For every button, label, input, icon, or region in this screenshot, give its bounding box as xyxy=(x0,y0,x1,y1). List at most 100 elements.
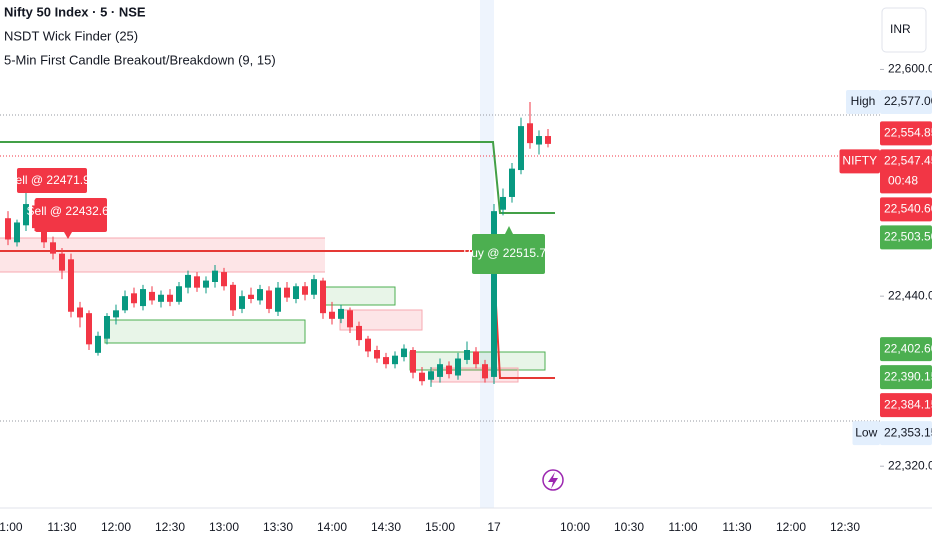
price-label-box xyxy=(880,421,932,446)
wick-zone xyxy=(339,309,423,331)
y-tick-label: 22,440.00 xyxy=(888,288,932,302)
buy-text: Buy @ 22515.70 xyxy=(463,246,553,260)
candle-body xyxy=(482,364,488,379)
candle-body xyxy=(428,371,434,380)
candle-body xyxy=(374,350,380,359)
currency-button[interactable] xyxy=(881,7,927,53)
axis-labels: 22,600.00 22,440.00 22,320.00 11:00 11:30 12:… xyxy=(0,62,932,534)
candle-body xyxy=(275,287,281,312)
candle-body xyxy=(77,307,83,318)
candle-body xyxy=(149,291,155,301)
x-tick-label: 12:00 xyxy=(101,520,131,534)
candle-body xyxy=(284,287,290,298)
candle-body xyxy=(464,350,470,360)
price-label-box xyxy=(880,225,932,250)
price-label: 22,353.15 xyxy=(884,425,932,439)
price-label: 22,390.15 xyxy=(884,369,932,383)
price-tag: NIFTY xyxy=(842,154,877,168)
wick-zone xyxy=(104,319,306,344)
x-tick-label: 15:00 xyxy=(425,520,455,534)
x-tick-label: 11:30 xyxy=(47,520,76,534)
y-tick-label: 22,320.00 xyxy=(888,458,932,472)
price-tag: High xyxy=(851,94,876,108)
indicator-drawings xyxy=(0,114,880,422)
x-tick-label: 12:30 xyxy=(155,520,185,534)
sell-label xyxy=(35,198,107,232)
sell-pointer xyxy=(64,232,72,239)
x-tick-label: 17 xyxy=(487,520,501,534)
price-label-box xyxy=(880,90,932,115)
candle-body xyxy=(410,350,416,373)
candle-body xyxy=(437,364,443,377)
price-tag-box xyxy=(852,421,880,446)
candle-body xyxy=(122,296,128,311)
candle-body xyxy=(230,284,236,311)
wick-zone xyxy=(431,367,519,383)
candle-body xyxy=(212,270,218,282)
x-tick-label: 11:00 xyxy=(668,520,697,534)
price-label: 22,547.45 xyxy=(884,154,932,168)
alert-bolt[interactable] xyxy=(548,472,558,489)
x-tick-label: 14:30 xyxy=(371,520,401,534)
breakdown-zone xyxy=(0,238,325,272)
sell-text: Sell @ 22471.90 xyxy=(8,173,97,187)
candle-body xyxy=(455,358,461,376)
buy-label xyxy=(472,234,545,274)
candle-body xyxy=(140,289,146,307)
x-tick-label: 12:30 xyxy=(830,520,860,534)
price-label-box xyxy=(880,393,932,418)
candle-body xyxy=(338,308,344,319)
candle-body xyxy=(500,196,506,210)
candle-body xyxy=(95,335,101,353)
candle-body xyxy=(347,310,353,328)
candle-body xyxy=(86,313,92,345)
candle-body xyxy=(536,136,542,145)
breakout-line xyxy=(0,141,555,214)
price-label-box xyxy=(880,337,932,362)
x-tick-label: 11:30 xyxy=(722,520,751,534)
candle-body xyxy=(104,315,110,339)
candle-body xyxy=(68,259,74,312)
indicator-name[interactable]: 5-Min First Candle Breakout/Breakdown (9… xyxy=(4,52,276,67)
candle-body xyxy=(194,276,200,288)
x-tick-label: 14:00 xyxy=(317,520,347,534)
countdown: 00:48 xyxy=(888,174,918,188)
price-tag-box xyxy=(839,149,880,174)
price-label-box xyxy=(880,149,932,194)
candle-body xyxy=(491,211,497,377)
x-tick-label: 10:00 xyxy=(560,520,590,534)
candle-body xyxy=(41,226,47,243)
candle-body xyxy=(50,242,56,254)
candle-body xyxy=(131,293,137,304)
y-tick-label: 22,600.00 xyxy=(888,62,932,76)
candle-body xyxy=(185,274,191,288)
price-label-box xyxy=(880,197,932,222)
alert-circle[interactable] xyxy=(542,469,564,491)
candle-body xyxy=(446,365,452,375)
price-tag: Low xyxy=(855,425,877,439)
candle-body xyxy=(392,355,398,365)
indicator-name[interactable]: NSDT Wick Finder (25) xyxy=(4,28,138,43)
candle-body xyxy=(293,286,299,299)
price-label: 22,540.60 xyxy=(884,202,932,216)
candle-body xyxy=(518,126,524,171)
candle-body xyxy=(302,286,308,295)
candle-body xyxy=(266,290,272,309)
x-tick-label: 12:00 xyxy=(776,520,806,534)
candle-body xyxy=(176,286,182,302)
candle-body xyxy=(113,310,119,318)
alert-icon[interactable] xyxy=(542,469,564,491)
currency[interactable]: INR xyxy=(890,22,911,36)
x-tick-label: 10:30 xyxy=(614,520,644,534)
candle-body xyxy=(248,294,254,299)
candle-body xyxy=(545,136,551,144)
candle-body xyxy=(257,289,263,301)
candle-body xyxy=(320,280,326,314)
x-tick-label: 11:00 xyxy=(0,520,23,534)
candle-body xyxy=(311,279,317,295)
price-label-box xyxy=(880,121,932,146)
candle-body xyxy=(509,168,515,197)
candle-body xyxy=(167,294,173,302)
sell-label xyxy=(17,168,87,193)
